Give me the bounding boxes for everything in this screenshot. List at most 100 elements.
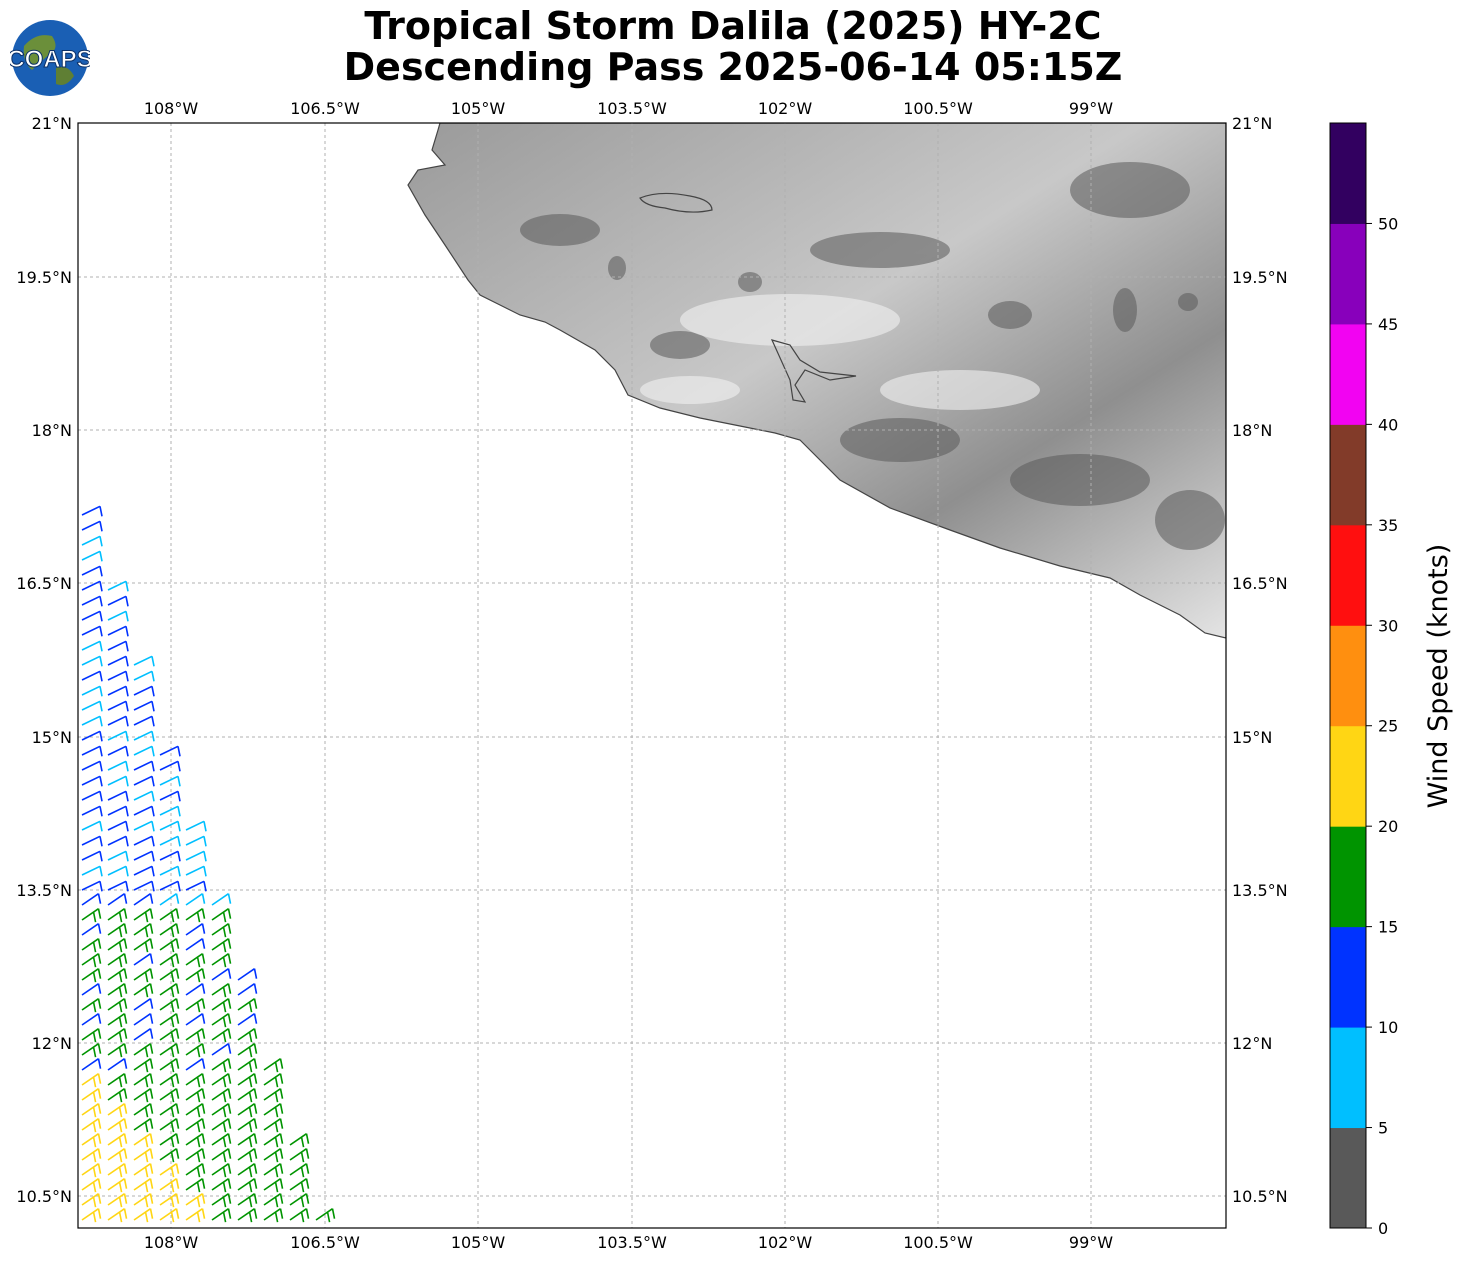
wind-barb	[107, 670, 129, 682]
wind-barb	[133, 908, 154, 923]
wind-barb	[185, 1163, 206, 1178]
wind-barb	[289, 1163, 310, 1178]
logo-text: COAPS	[10, 46, 90, 73]
wind-barb	[133, 865, 155, 877]
wind-barb	[185, 880, 207, 892]
wind-barb	[211, 998, 232, 1013]
wind-barb	[107, 923, 128, 938]
wind-barb	[211, 1088, 232, 1103]
wind-barb	[133, 880, 155, 892]
wind-barb	[107, 998, 128, 1013]
lat-label: 13.5°N	[16, 881, 72, 900]
wind-barb	[133, 775, 155, 787]
wind-barb	[133, 923, 154, 938]
wind-barb	[237, 1133, 258, 1148]
wind-barb	[133, 835, 155, 847]
wind-barb	[211, 1148, 232, 1163]
wind-barb	[211, 1118, 232, 1133]
lon-label: 100.5°W	[903, 1233, 973, 1252]
colorbar-tick-label: 5	[1378, 1119, 1388, 1138]
lat-label: 15°N	[32, 728, 72, 747]
wind-barb	[81, 1193, 102, 1208]
wind-barb	[185, 968, 206, 983]
colorbar-segment	[1330, 223, 1366, 325]
wind-barb	[133, 820, 155, 832]
wind-barb	[133, 983, 154, 998]
wind-barb	[107, 893, 128, 906]
wind-barb	[237, 1193, 258, 1208]
wind-barb	[81, 595, 103, 607]
wind-barb	[211, 1193, 232, 1208]
wind-barb	[81, 535, 103, 547]
lat-label: 19.5°N	[16, 268, 72, 287]
colorbar-tick-label: 25	[1378, 717, 1398, 736]
wind-barb	[107, 1133, 128, 1148]
wind-barb	[107, 700, 129, 712]
wind-barb	[107, 610, 129, 622]
wind-barb	[107, 968, 128, 983]
lon-label: 103.5°W	[597, 99, 667, 118]
lake-chapala	[639, 192, 713, 213]
lat-label: 12°N	[1232, 1034, 1272, 1053]
wind-barb	[107, 1103, 128, 1118]
wind-barb	[263, 1148, 284, 1163]
colorbar-segment	[1330, 1127, 1366, 1229]
wind-barb	[211, 983, 232, 998]
wind-barb	[159, 820, 181, 832]
lon-label: 108°W	[144, 1233, 199, 1252]
wind-barb	[159, 1013, 180, 1028]
lon-labels-top: 108°W 106.5°W 105°W 103.5°W 102°W 100.5°…	[144, 99, 1113, 118]
wind-barb	[159, 968, 180, 983]
wind-barb	[133, 1073, 154, 1088]
wind-barb	[133, 1043, 154, 1058]
lon-labels-bottom: 108°W 106.5°W 105°W 103.5°W 102°W 100.5°…	[144, 1233, 1113, 1252]
terrain-dark-spots	[520, 162, 1225, 550]
wind-barb	[159, 908, 180, 923]
wind-barb	[159, 835, 181, 847]
wind-barb	[185, 1088, 206, 1103]
wind-barb	[185, 1178, 206, 1193]
wind-barb	[237, 1088, 258, 1103]
colorbar-segment	[1330, 725, 1366, 827]
wind-barb	[185, 865, 207, 877]
wind-barb	[81, 938, 102, 953]
lat-label: 10.5°N	[16, 1187, 72, 1206]
wind-barb	[185, 1118, 206, 1133]
lat-label: 16.5°N	[1232, 574, 1288, 593]
wind-barb	[133, 893, 154, 906]
wind-barb	[133, 850, 155, 862]
wind-barb	[185, 1043, 206, 1058]
title-line-2: Descending Pass 2025-06-14 05:15Z	[343, 45, 1123, 89]
lon-label: 106.5°W	[290, 99, 360, 118]
wind-barb	[107, 850, 129, 862]
lat-label: 10.5°N	[1232, 1187, 1288, 1206]
wind-barb	[185, 908, 206, 923]
chart-title: Tropical Storm Dalila (2025) HY-2C Desce…	[0, 6, 1466, 88]
wind-barb	[133, 670, 155, 682]
wind-barb	[107, 1163, 128, 1178]
wind-barb	[133, 1178, 154, 1193]
wind-barb	[107, 805, 129, 817]
wind-barb	[185, 835, 207, 847]
wind-barb	[107, 1028, 128, 1043]
wind-barb	[185, 1013, 206, 1026]
wind-barb	[211, 1103, 232, 1118]
wind-barb	[159, 1193, 180, 1208]
lon-label: 108°W	[144, 99, 199, 118]
colorbar-segment	[1330, 926, 1366, 1028]
wind-barb	[159, 850, 181, 862]
lon-label: 106.5°W	[290, 1233, 360, 1252]
colorbar-tick-label: 35	[1378, 516, 1398, 535]
colorbar-segment	[1330, 826, 1366, 928]
wind-barb	[211, 1163, 232, 1178]
wind-barb	[107, 625, 129, 637]
wind-barb	[81, 880, 103, 892]
wind-barb	[107, 953, 128, 968]
colorbar-segment	[1330, 123, 1366, 224]
wind-barb	[81, 775, 103, 787]
wind-barb	[81, 670, 103, 682]
wind-barb	[289, 1133, 310, 1148]
wind-barb	[81, 1073, 102, 1088]
wind-barb	[263, 1073, 284, 1088]
wind-barb	[81, 850, 103, 862]
